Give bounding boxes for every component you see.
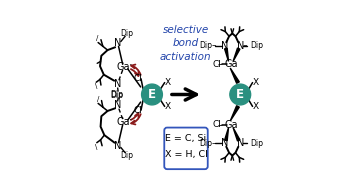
Text: –: –	[212, 41, 216, 50]
Text: N: N	[236, 41, 244, 51]
Text: Cl: Cl	[213, 60, 222, 69]
Text: X: X	[165, 78, 171, 87]
Text: Ga: Ga	[117, 62, 130, 72]
Text: –: –	[242, 41, 247, 50]
Polygon shape	[225, 48, 229, 61]
Text: N: N	[236, 138, 244, 148]
Text: N: N	[114, 141, 122, 150]
Text: E: E	[148, 88, 156, 101]
Text: Dip: Dip	[200, 139, 213, 148]
Text: Dip: Dip	[200, 41, 213, 50]
Text: Cl: Cl	[133, 106, 142, 115]
Text: Dip: Dip	[251, 139, 264, 148]
Text: N: N	[114, 79, 122, 89]
FancyBboxPatch shape	[164, 128, 208, 169]
Text: Ga: Ga	[117, 117, 130, 127]
Text: X: X	[253, 78, 259, 87]
Text: /: /	[96, 35, 98, 41]
Text: Dip: Dip	[110, 91, 123, 100]
Text: Dip: Dip	[251, 41, 264, 50]
Text: ·: ·	[129, 115, 132, 125]
Text: Dip: Dip	[120, 151, 133, 160]
Text: \: \	[95, 144, 98, 150]
Text: Dip: Dip	[110, 90, 123, 99]
Text: N: N	[221, 41, 228, 51]
Text: \: \	[95, 83, 97, 89]
Text: E: E	[236, 88, 244, 101]
Circle shape	[230, 84, 251, 105]
Circle shape	[142, 84, 162, 105]
Text: selective
bond
activation: selective bond activation	[160, 25, 212, 62]
Text: X = H, Cl: X = H, Cl	[165, 149, 207, 159]
Text: –: –	[212, 139, 216, 148]
Text: N: N	[221, 138, 228, 148]
Text: –: –	[217, 59, 222, 69]
Text: X: X	[253, 102, 259, 111]
Text: N: N	[114, 39, 122, 48]
Text: N: N	[114, 100, 122, 110]
Polygon shape	[233, 48, 240, 61]
Text: /: /	[97, 96, 99, 102]
Polygon shape	[230, 68, 239, 83]
Text: Cl: Cl	[133, 74, 142, 83]
Text: E = C, Si: E = C, Si	[165, 134, 207, 143]
Text: –: –	[242, 139, 247, 148]
Text: Dip: Dip	[120, 29, 133, 38]
Text: X: X	[165, 102, 171, 111]
Text: Ga: Ga	[224, 120, 237, 130]
Text: ·: ·	[129, 61, 132, 70]
Polygon shape	[233, 128, 240, 141]
Polygon shape	[225, 128, 229, 141]
Text: Ga: Ga	[224, 59, 237, 69]
Text: –: –	[217, 120, 222, 130]
Polygon shape	[230, 106, 239, 121]
Text: Cl: Cl	[213, 120, 222, 129]
